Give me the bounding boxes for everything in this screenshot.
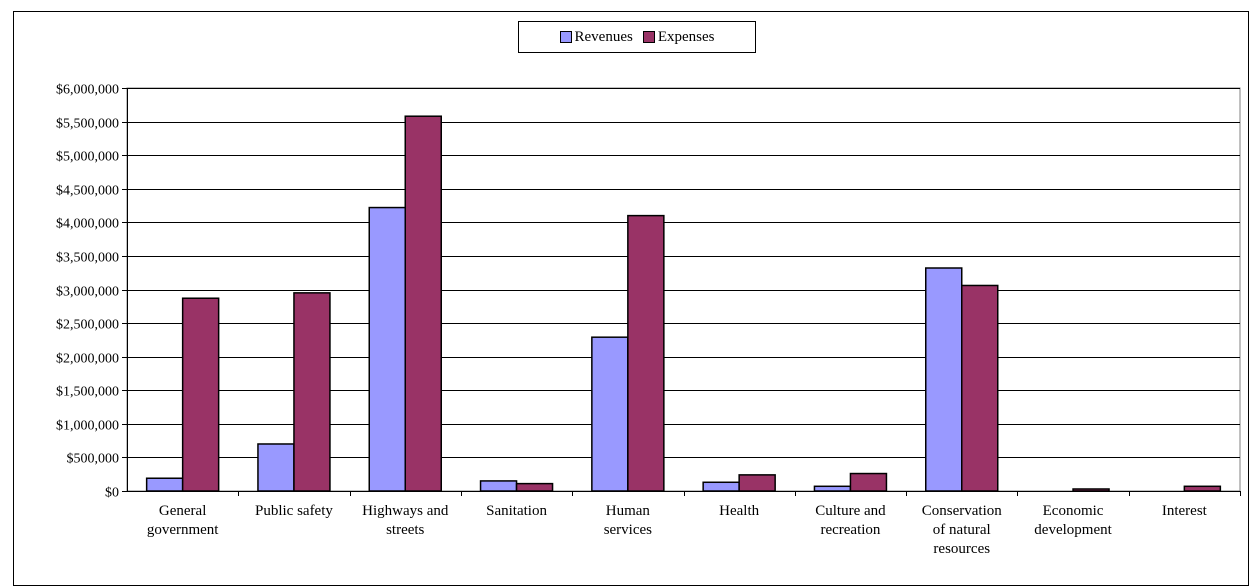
x-tick-label: Economic	[1043, 503, 1104, 519]
x-tick-label: resources	[933, 541, 990, 557]
bar-revenues	[145, 477, 184, 492]
bar-revenues	[702, 481, 740, 492]
bar-expenses	[738, 474, 776, 492]
legend-label-revenues: Revenues	[574, 28, 633, 45]
legend-swatch-expenses	[642, 31, 655, 43]
x-tick-label: development	[1034, 522, 1112, 538]
y-tick-label: $6,000,000	[56, 83, 119, 98]
x-tick-label: Conservation	[922, 503, 1002, 519]
bar-revenues	[813, 485, 852, 492]
bar-expenses	[1072, 488, 1110, 492]
y-tick-label: $5,000,000	[56, 150, 119, 165]
bar-expenses	[627, 214, 665, 492]
x-tick-label: Interest	[1162, 503, 1208, 519]
bar-expenses	[1183, 485, 1222, 492]
y-tick-label: $3,500,000	[56, 251, 119, 266]
y-tick-label: $3,000,000	[56, 285, 119, 300]
y-tick-label: $0	[105, 486, 119, 501]
bar-expenses	[849, 472, 888, 492]
x-tick-label: of natural	[933, 522, 991, 538]
x-tick-label: Sanitation	[486, 503, 547, 519]
y-tick-label: $500,000	[67, 452, 120, 467]
x-tick-label: Culture and	[815, 503, 886, 519]
bar-revenues	[591, 336, 629, 492]
y-tick-label: $2,500,000	[56, 318, 119, 333]
bar-revenues	[925, 267, 963, 492]
y-tick-label: $4,500,000	[56, 184, 119, 199]
bar-revenues	[257, 443, 295, 492]
y-tick-label: $5,500,000	[56, 117, 119, 132]
bar-expenses	[293, 292, 331, 492]
bar-revenues	[368, 206, 406, 492]
x-tick-label: streets	[386, 522, 424, 538]
x-tick-label: Public safety	[255, 503, 333, 519]
x-tick-label: General	[159, 503, 206, 519]
bar-expenses	[515, 482, 554, 492]
y-tick-label: $1,000,000	[56, 419, 119, 434]
x-tick-label: Highways and	[362, 503, 449, 519]
x-tick-label: Human	[606, 503, 651, 519]
bar-expenses	[404, 115, 442, 492]
x-tick-label: services	[604, 522, 652, 538]
y-tick-label: $1,500,000	[56, 385, 119, 400]
bar-expenses	[961, 284, 999, 492]
x-tick-label: Health	[719, 503, 759, 519]
bar-expenses	[181, 297, 220, 492]
legend-item-revenues: Revenues	[559, 28, 633, 46]
legend-swatch-revenues	[559, 31, 572, 43]
legend: Revenues Expenses	[518, 21, 756, 53]
bar-revenues	[479, 480, 518, 492]
x-tick-label: government	[147, 522, 219, 538]
legend-item-expenses: Expenses	[642, 28, 715, 46]
legend-label-expenses: Expenses	[657, 28, 715, 45]
y-tick-label: $4,000,000	[56, 217, 119, 232]
y-tick-label: $2,000,000	[56, 352, 119, 367]
x-tick-label: recreation	[820, 522, 880, 538]
